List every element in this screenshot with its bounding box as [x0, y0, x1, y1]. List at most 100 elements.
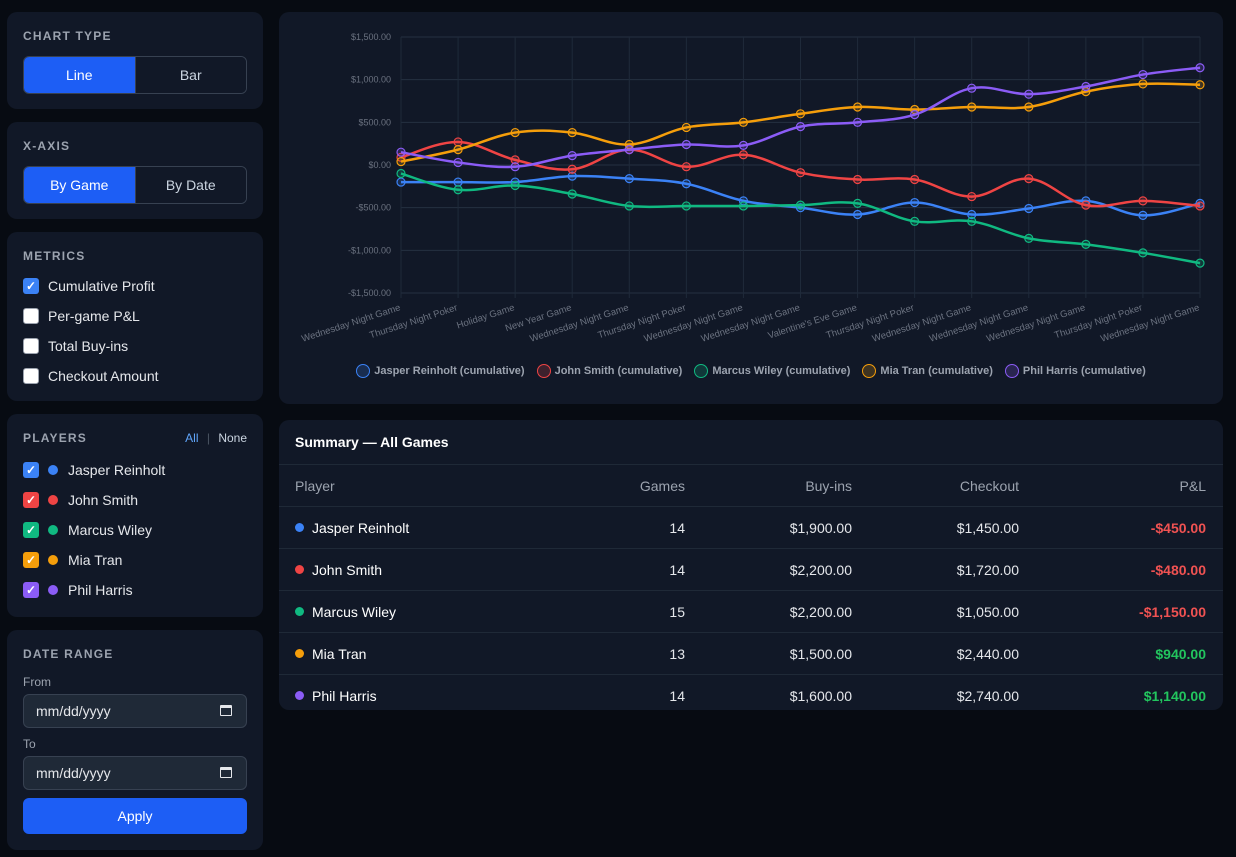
data-point	[852, 102, 863, 112]
checkbox-icon[interactable]	[23, 308, 39, 324]
player-john-smith[interactable]: ✓ John Smith	[23, 490, 138, 510]
player-cell: Jasper Reinholt	[295, 507, 409, 548]
data-point	[567, 189, 577, 199]
legend-item[interactable]: Phil Harris (cumulative)	[1004, 364, 1146, 378]
data-point	[1195, 258, 1205, 268]
data-point	[795, 200, 806, 210]
metric-label: Per-game P&L	[48, 308, 140, 324]
data-point	[910, 216, 920, 226]
chart-panel: $1,500.00 $1,000.00 $500.00 $0.00 -$500.00 -$…	[279, 12, 1223, 404]
metric-checkout-amount[interactable]: Checkout Amount	[23, 366, 159, 386]
series-line	[400, 82, 1201, 163]
legend-marker-icon	[356, 364, 371, 378]
buyins-cell: $1,900.00	[789, 519, 852, 536]
y-tick-label: $500.00	[358, 117, 391, 127]
select-none-link[interactable]: None	[218, 431, 247, 445]
by-date-button[interactable]: By Date	[134, 167, 246, 203]
from-date-input[interactable]: mm/dd/yyyy	[23, 694, 247, 728]
player-color-dot	[48, 495, 58, 505]
by-game-button[interactable]: By Game	[24, 167, 135, 203]
data-point	[967, 102, 977, 112]
calendar-icon[interactable]	[220, 767, 232, 778]
players-select-links: All | None	[185, 431, 247, 445]
col-checkout[interactable]: Checkout	[959, 477, 1019, 494]
data-point	[1138, 210, 1148, 220]
player-color-dot	[48, 585, 58, 595]
legend-item[interactable]: John Smith (cumulative)	[536, 364, 682, 378]
data-point	[567, 164, 577, 174]
player-marcus-wiley[interactable]: ✓ Marcus Wiley	[23, 520, 152, 540]
player-phil-harris[interactable]: ✓ Phil Harris	[23, 580, 133, 600]
table-row: Marcus Wiley 15 $2,200.00 $1,050.00 -$1,150.…	[279, 590, 1223, 632]
legend-marker-icon	[1004, 364, 1019, 378]
buyins-cell: $2,200.00	[789, 561, 852, 578]
player-label: John Smith	[68, 492, 139, 508]
select-all-link[interactable]: All	[185, 431, 199, 445]
col-buyins[interactable]: Buy-ins	[805, 477, 852, 494]
buyins-cell: $2,200.00	[789, 603, 852, 620]
data-point	[852, 209, 863, 220]
legend-item[interactable]: Jasper Reinholt (cumulative)	[356, 364, 525, 378]
games-cell: 13	[669, 645, 685, 662]
checkbox-icon[interactable]: ✓	[23, 462, 39, 478]
games-cell: 14	[669, 561, 685, 578]
data-point	[1195, 80, 1205, 90]
checkbox-icon[interactable]: ✓	[23, 492, 39, 508]
games-cell: 14	[669, 519, 685, 536]
data-point	[795, 121, 806, 132]
metric-cumulative-profit[interactable]: ✓ Cumulative Profit	[23, 276, 155, 296]
date-range-panel: DATE RANGE From mm/dd/yyyy To mm/dd/yyyy…	[7, 630, 263, 850]
player-mia-tran[interactable]: ✓ Mia Tran	[23, 550, 122, 570]
date-range-title: DATE RANGE	[23, 647, 114, 661]
player-color-dot	[48, 555, 58, 565]
col-pl[interactable]: P&L	[1179, 477, 1206, 494]
data-point	[1138, 79, 1148, 89]
table-row: Phil Harris 14 $1,600.00 $2,740.00 $1,140.00	[279, 674, 1223, 716]
y-tick-label: -$500.00	[355, 203, 391, 213]
to-date-value: mm/dd/yyyy	[36, 765, 111, 781]
line-button[interactable]: Line	[24, 57, 135, 93]
calendar-icon[interactable]	[220, 705, 232, 716]
legend-item[interactable]: Mia Tran (cumulative)	[862, 364, 993, 378]
player-cell: Phil Harris	[295, 675, 377, 716]
checkbox-icon[interactable]: ✓	[23, 582, 39, 598]
pl-cell: $940.00	[1155, 645, 1206, 662]
data-point	[795, 109, 806, 119]
legend-marker-icon	[862, 364, 877, 378]
checkbox-icon[interactable]: ✓	[23, 278, 39, 294]
data-point	[453, 185, 463, 195]
data-point	[624, 174, 634, 184]
metric-total-buyins[interactable]: Total Buy-ins	[23, 336, 128, 356]
legend-item[interactable]: Marcus Wiley (cumulative)	[694, 364, 850, 378]
checkbox-icon[interactable]	[23, 368, 39, 384]
data-point	[681, 179, 691, 189]
x-tick-label: Wednesday Night Game	[928, 302, 1030, 344]
checkbox-icon[interactable]	[23, 338, 39, 354]
metric-label: Cumulative Profit	[48, 278, 155, 294]
data-point	[1024, 233, 1034, 243]
pl-cell: -$1,150.00	[1139, 603, 1206, 620]
summary-table: Player Games Buy-ins Checkout P&L Jasper…	[279, 464, 1223, 716]
data-point	[510, 180, 520, 191]
to-date-input[interactable]: mm/dd/yyyy	[23, 756, 247, 790]
apply-button[interactable]: Apply	[23, 798, 247, 834]
data-point	[967, 209, 977, 220]
col-games[interactable]: Games	[639, 477, 685, 494]
series-line	[400, 140, 1201, 208]
y-tick-label: $0.00	[368, 160, 391, 170]
data-point	[967, 83, 977, 93]
data-point	[453, 145, 463, 155]
col-player[interactable]: Player	[295, 477, 335, 494]
player-cell: John Smith	[295, 549, 382, 590]
bar-button[interactable]: Bar	[134, 57, 246, 93]
y-tick-label: -$1,000.00	[348, 245, 391, 255]
checkout-cell: $1,050.00	[956, 603, 1019, 620]
checkbox-icon[interactable]: ✓	[23, 552, 39, 568]
data-point	[910, 174, 920, 185]
player-color-dot	[295, 649, 304, 658]
checkbox-icon[interactable]: ✓	[23, 522, 39, 538]
player-label: Mia Tran	[68, 552, 123, 568]
metric-per-game-pl[interactable]: Per-game P&L	[23, 306, 140, 326]
player-jasper-reinholt[interactable]: ✓ Jasper Reinholt	[23, 460, 165, 480]
data-point	[738, 117, 749, 127]
